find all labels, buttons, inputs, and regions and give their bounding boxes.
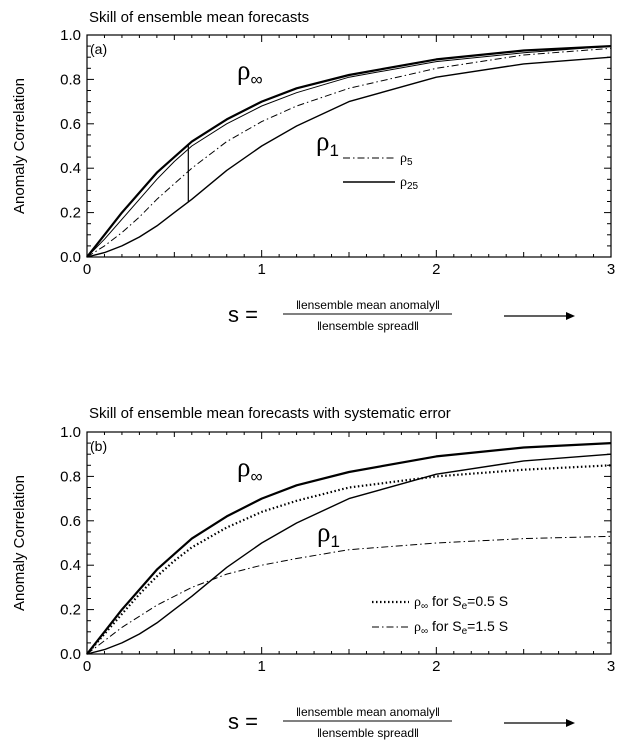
panel-label: (b)	[90, 438, 107, 454]
curve-label: ρ∞	[237, 452, 263, 486]
legend-label: ρ5	[400, 151, 413, 168]
x-axis-formula-denominator: ‖ensemble spread‖	[317, 726, 419, 740]
y-tick-label: 0.4	[60, 557, 81, 574]
series-line-rho_inf_se_1.5	[86, 535, 612, 655]
chart-title: Skill of ensemble mean forecasts with sy…	[89, 405, 451, 422]
y-tick-label: 0.0	[60, 249, 81, 266]
x-tick-label: 0	[83, 261, 91, 278]
plot-frame	[86, 431, 612, 655]
x-tick-label: 0	[83, 658, 91, 675]
arrow-head-icon	[566, 312, 575, 320]
x-axis-formula-numerator: ‖ensemble mean anomaly‖	[296, 705, 440, 719]
curve-label: ρ∞	[237, 55, 263, 89]
y-tick-label: 0.8	[60, 468, 81, 485]
x-tick-label: 1	[257, 658, 265, 675]
series-line-rho_5	[86, 47, 612, 258]
chart-panel-a: Skill of ensemble mean forecasts 0.0 0.2 0.…	[11, 9, 615, 333]
x-tick-label: 3	[607, 658, 615, 675]
y-tick-label: 1.0	[60, 27, 81, 44]
series-line-rho_25	[86, 45, 612, 258]
series-line-rho_1	[86, 56, 612, 258]
y-axis-label: Anomaly Correlation	[11, 78, 28, 214]
panel-label: (a)	[90, 41, 107, 57]
x-axis-variable: s =	[228, 302, 258, 327]
x-axis-formula-denominator: ‖ensemble spread‖	[317, 319, 419, 333]
x-axis-variable: s =	[228, 709, 258, 734]
y-tick-label: 0.2	[60, 205, 81, 222]
curve-label: ρ1	[316, 126, 339, 160]
curve-label: ρ1	[317, 517, 340, 551]
plot-frame	[86, 34, 612, 258]
x-axis-formula-numerator: ‖ensemble mean anomaly‖	[296, 298, 440, 312]
y-tick-label: 0.2	[60, 602, 81, 619]
x-tick-label: 3	[607, 261, 615, 278]
series-line-rho_1	[86, 453, 612, 655]
legend-label: ρ∞ for Se=0.5 S	[414, 593, 508, 612]
x-tick-label: 1	[257, 261, 265, 278]
chart-title: Skill of ensemble mean forecasts	[89, 9, 309, 26]
chart-panel-b: Skill of ensemble mean forecasts with sy…	[11, 405, 615, 740]
series-line-rho_inf	[86, 45, 612, 258]
y-tick-label: 0.6	[60, 116, 81, 133]
legend-label: ρ∞ for Se=1.5 S	[414, 618, 508, 637]
x-tick-label: 2	[432, 261, 440, 278]
y-tick-label: 0.8	[60, 71, 81, 88]
x-tick-label: 2	[432, 658, 440, 675]
y-tick-label: 0.4	[60, 160, 81, 177]
series-line-rho_inf_se_0.5	[86, 464, 612, 655]
y-axis-label: Anomaly Correlation	[11, 475, 28, 611]
series-line-rho_inf	[86, 442, 612, 655]
arrow-head-icon	[566, 719, 575, 727]
y-tick-label: 1.0	[60, 424, 81, 441]
legend-label: ρ25	[400, 175, 419, 192]
y-tick-label: 0.6	[60, 513, 81, 530]
y-tick-label: 0.0	[60, 646, 81, 663]
